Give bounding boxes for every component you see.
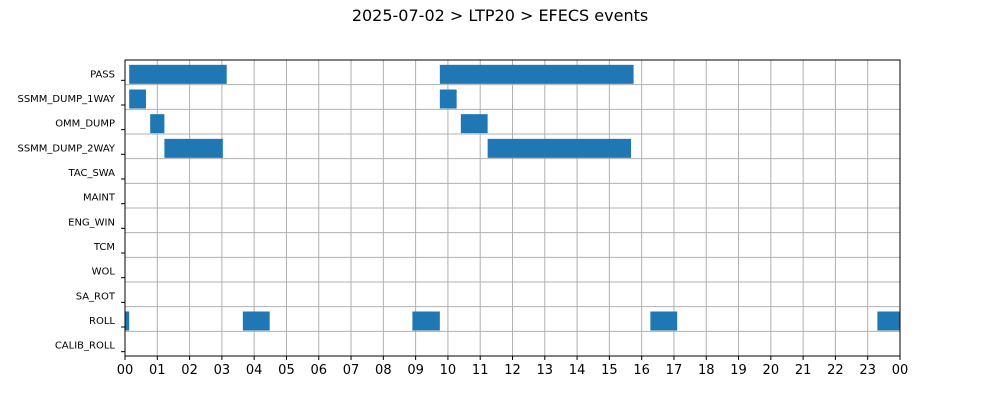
x-tick-label: 00 <box>892 363 909 378</box>
event-bar-roll <box>125 311 130 331</box>
x-tick-label: 14 <box>569 363 586 378</box>
x-tick-label: 11 <box>472 363 489 378</box>
x-tick-label: 09 <box>407 363 424 378</box>
x-tick-label: 03 <box>214 363 231 378</box>
x-axis: 00 01 02 03 04 05 06 07 08 09 10 11 12 13 14 15 16 17 18 19… <box>117 356 909 378</box>
event-bar-ssmm-dump-2way <box>487 138 632 158</box>
event-bar-omm-dump <box>460 114 488 134</box>
grid-lines <box>124 60 901 357</box>
event-bar-roll <box>650 311 678 331</box>
x-tick-label: 06 <box>310 363 327 378</box>
event-bar-ssmm-dump-1way <box>439 89 457 109</box>
y-tick-label: ENG_WIN <box>68 217 115 228</box>
x-tick-label: 12 <box>504 363 521 378</box>
x-tick-label: 17 <box>666 363 683 378</box>
x-tick-label: 20 <box>763 363 780 378</box>
y-tick-label: SA_ROT <box>76 291 116 302</box>
event-bar-pass <box>439 64 634 84</box>
y-tick-label: MAINT <box>83 193 116 204</box>
y-tick-label: TCM <box>93 242 115 253</box>
x-tick-label: 08 <box>375 363 392 378</box>
x-tick-label: 04 <box>246 363 263 378</box>
event-bar-pass <box>129 64 227 84</box>
x-tick-label: 00 <box>117 363 134 378</box>
x-tick-label: 05 <box>278 363 295 378</box>
y-tick-label: WOL <box>92 267 116 278</box>
x-tick-label: 21 <box>795 363 812 378</box>
x-tick-label: 02 <box>181 363 198 378</box>
y-tick-label: CALIB_ROLL <box>55 341 116 352</box>
x-tick-label: 22 <box>827 363 844 378</box>
x-tick-label: 01 <box>149 363 166 378</box>
y-tick-label: ROLL <box>89 316 115 327</box>
y-tick-label: OMM_DUMP <box>55 119 115 130</box>
event-bar-roll <box>412 311 440 331</box>
event-bar-roll <box>877 311 900 331</box>
event-bar-omm-dump <box>150 114 165 134</box>
x-tick-label: 19 <box>730 363 747 378</box>
x-tick-label: 07 <box>343 363 360 378</box>
event-bar-roll <box>242 311 270 331</box>
x-tick-label: 23 <box>859 363 876 378</box>
x-tick-label: 15 <box>601 363 618 378</box>
x-tick-label: 18 <box>698 363 715 378</box>
event-bar-ssmm-dump-1way <box>129 89 146 109</box>
event-bar-ssmm-dump-2way <box>164 138 223 158</box>
y-tick-label: PASS <box>90 69 115 80</box>
y-axis: PASS SSMM_DUMP_1WAY OMM_DUMP SSMM_DUMP_2WAY… <box>17 69 125 353</box>
x-tick-label: 16 <box>633 363 650 378</box>
y-tick-label: TAC_SWA <box>67 168 115 179</box>
x-tick-label: 10 <box>440 363 457 378</box>
x-tick-label: 13 <box>537 363 554 378</box>
y-tick-label: SSMM_DUMP_1WAY <box>17 94 115 105</box>
chart-title: 2025-07-02 > LTP20 > EFECS events <box>351 6 649 25</box>
event-bars <box>125 64 900 331</box>
y-tick-label: SSMM_DUMP_2WAY <box>17 143 115 154</box>
